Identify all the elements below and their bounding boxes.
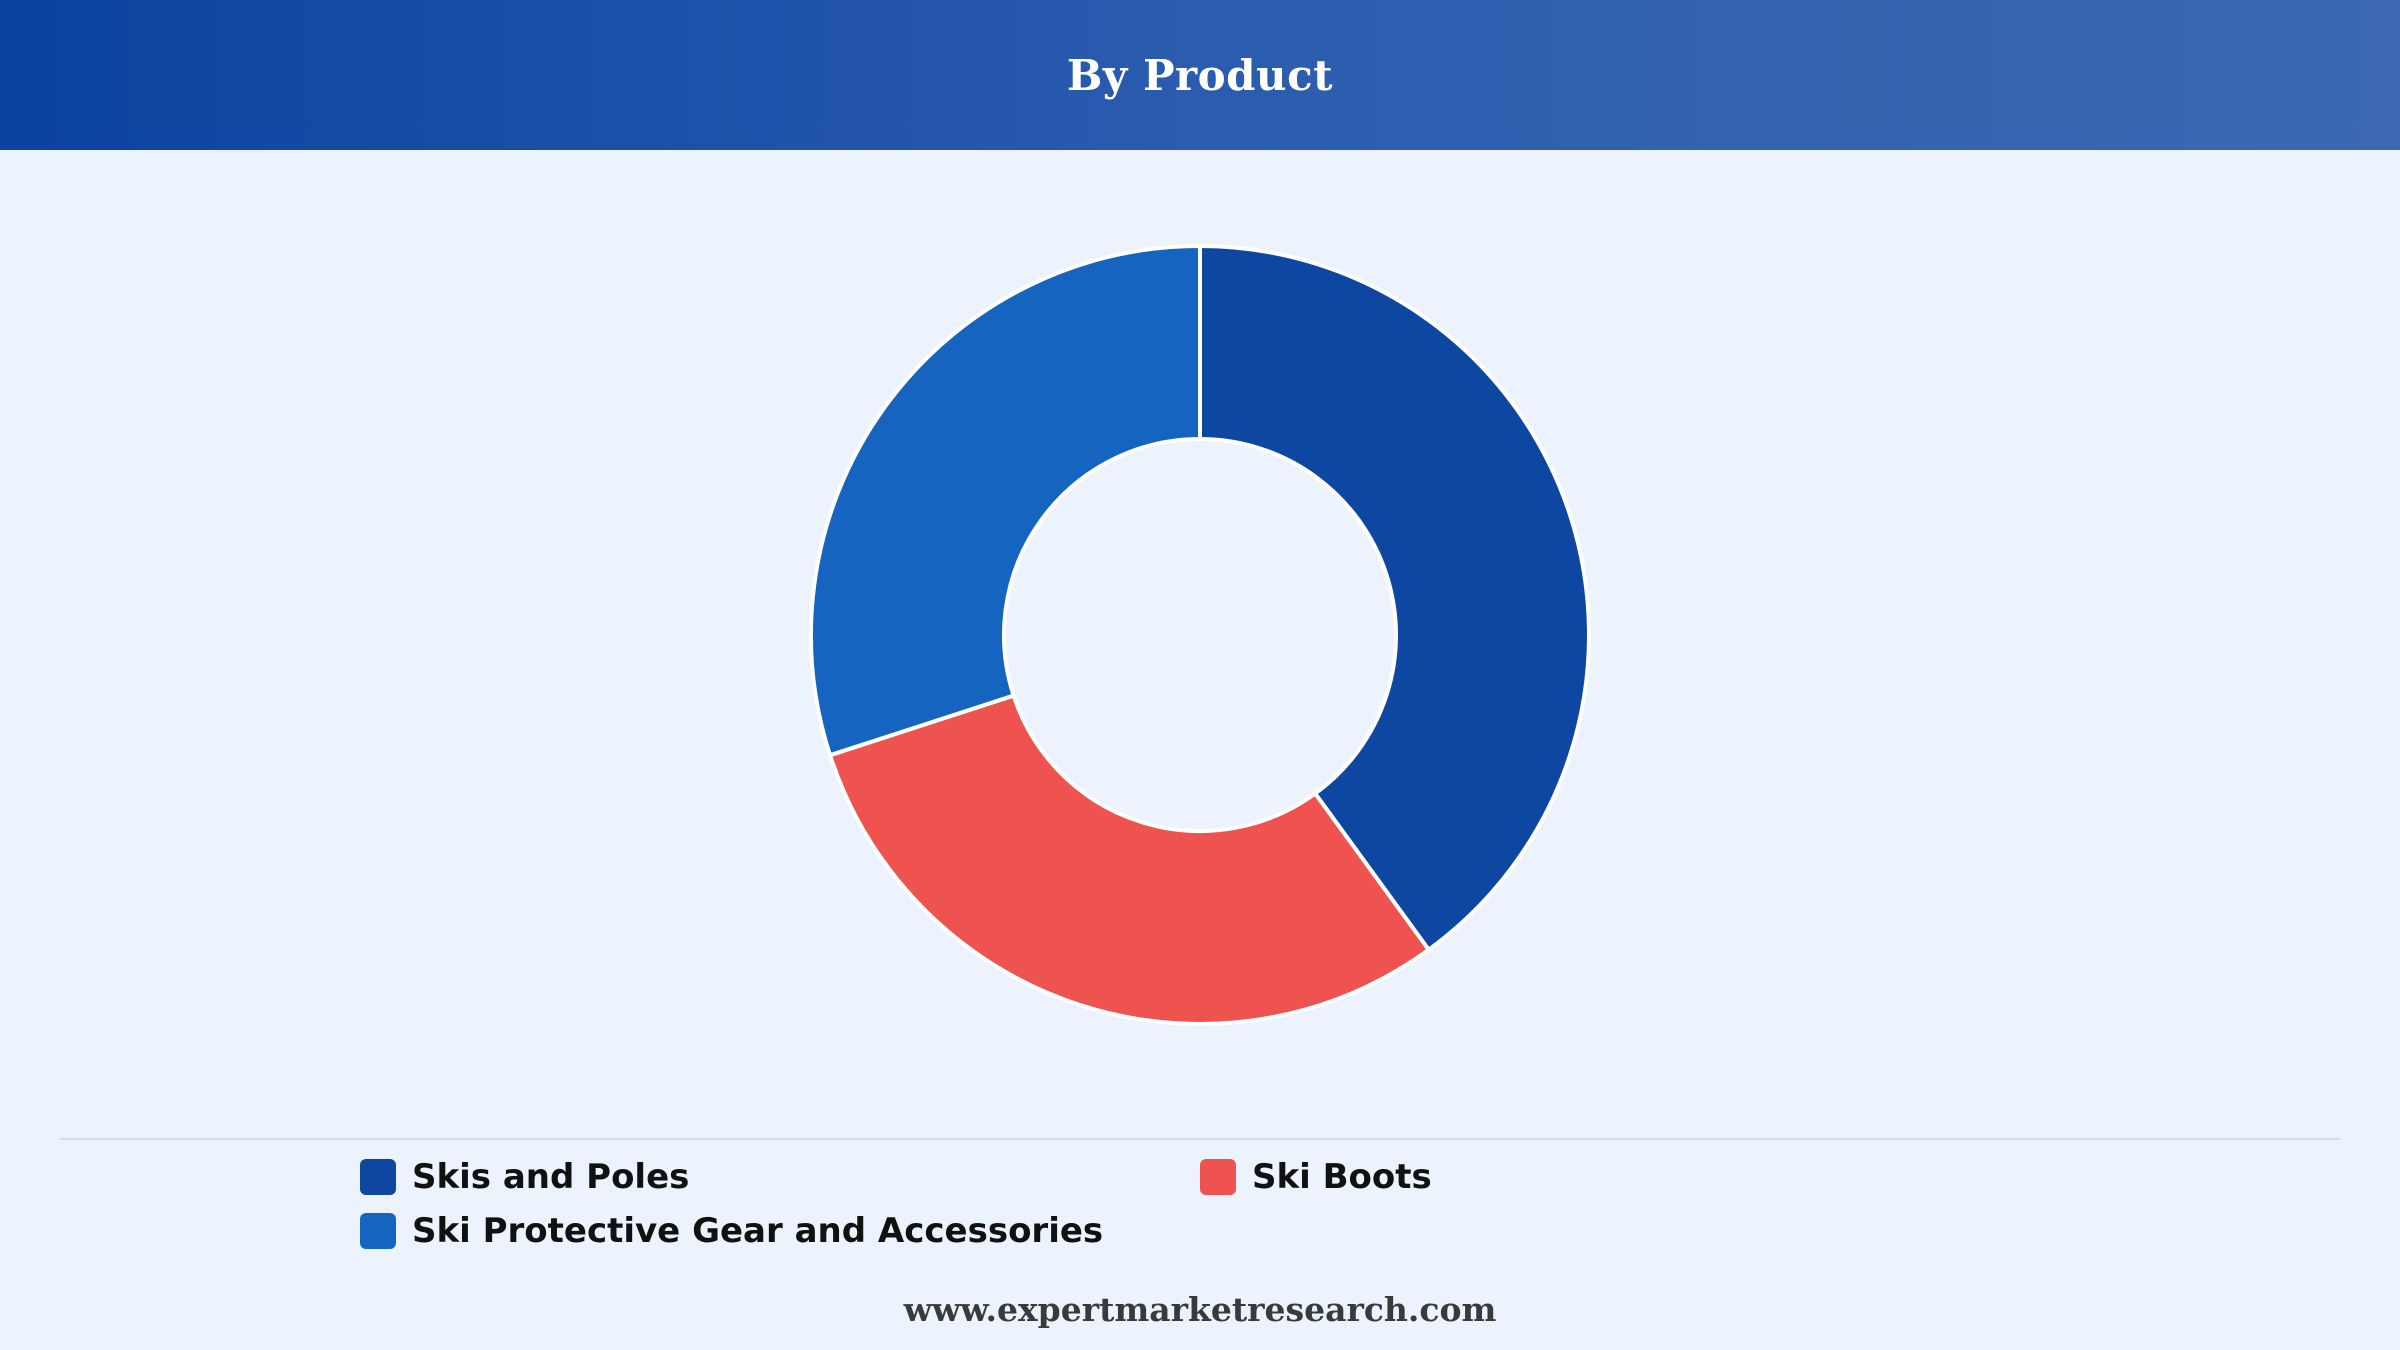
legend-divider — [60, 1138, 2340, 1140]
donut-slice-ski-boots — [827, 693, 1432, 1027]
source-url: www.expertmarketresearch.com — [903, 1290, 1497, 1329]
chart-legend: Skis and Poles Ski Boots Ski Protective … — [0, 1150, 2400, 1260]
legend-label: Ski Protective Gear and Accessories — [412, 1211, 1104, 1251]
legend-item-ski-boots: Ski Boots — [1200, 1150, 1432, 1204]
legend-item-skis-and-poles: Skis and Poles — [360, 1150, 689, 1204]
donut-chart — [809, 243, 1591, 1027]
legend-item-ski-protective-gear: Ski Protective Gear and Accessories — [360, 1204, 1103, 1258]
legend-swatch — [360, 1159, 396, 1195]
chart-title: By Product — [1066, 50, 1334, 100]
legend-swatch — [1200, 1159, 1236, 1195]
header-banner: By Product — [0, 0, 2400, 150]
legend-label: Ski Boots — [1252, 1157, 1432, 1197]
legend-label: Skis and Poles — [412, 1157, 690, 1197]
legend-swatch — [360, 1213, 396, 1249]
donut-slice-skis-and-poles — [1198, 243, 1591, 953]
donut-slice-ski-protective-gear-and-accessories — [809, 243, 1202, 758]
